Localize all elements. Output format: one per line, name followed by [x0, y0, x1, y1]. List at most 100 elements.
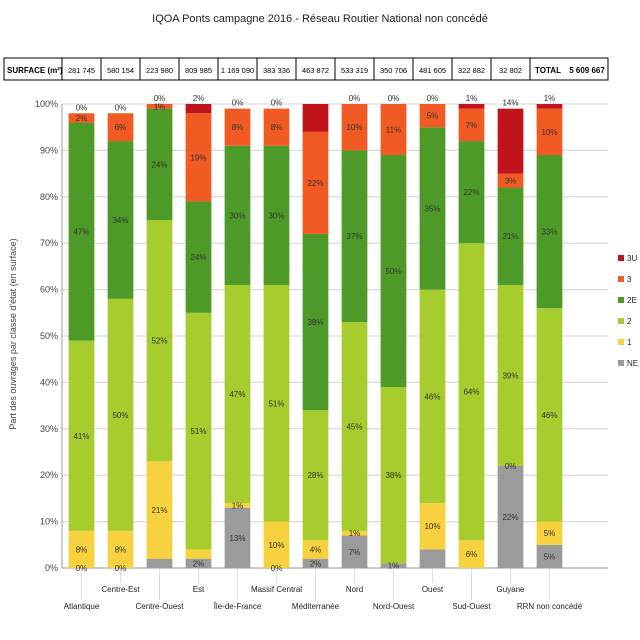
segment-value-label: 0% [505, 462, 517, 471]
segment-value-label: 28% [307, 471, 323, 480]
segment-value-label: 1% [232, 501, 244, 510]
bar-segment-3 [497, 173, 524, 188]
segment-value-label: 8% [76, 545, 88, 554]
segment-value-label: 10% [541, 128, 557, 137]
bar-segment-ne [341, 535, 368, 568]
segment-value-label: 8% [232, 123, 244, 132]
bar-segment-2 [536, 308, 563, 522]
bar-segment-2 [185, 312, 212, 550]
bar-segment-2 [224, 284, 251, 504]
bar-segment-ne [185, 558, 212, 568]
segment-value-label: 47% [229, 390, 245, 399]
bar-segment-3 [68, 113, 95, 123]
legend-swatch [618, 276, 624, 282]
bar-segment-1 [107, 530, 134, 568]
bar-segment-3 [380, 104, 407, 156]
bar-segment-ne [146, 558, 173, 568]
segment-value-label: 4% [310, 545, 322, 554]
bar-segment-3 [341, 104, 368, 151]
segment-value-label: 10% [424, 522, 440, 531]
bar-segment-2 [146, 220, 173, 462]
top-value-label: 0% [427, 94, 439, 103]
segment-value-label: 2% [76, 114, 88, 123]
segment-value-label: 33% [541, 228, 557, 237]
bar-segment-3 [419, 104, 446, 128]
x-axis-label: Sud-Ouest [452, 602, 491, 611]
segment-value-label: 10% [268, 541, 284, 550]
x-axis-label: Atlantique [64, 602, 100, 611]
segment-value-label: 3% [505, 177, 517, 186]
x-axis-label: Ouest [422, 585, 444, 594]
surface-value: 32 802 [499, 66, 522, 75]
bar-segment-1 [536, 521, 563, 545]
segment-value-label: 7% [466, 121, 478, 130]
bar-segment-2e [497, 187, 524, 285]
segment-value-label: 46% [424, 392, 440, 401]
segment-value-label: 2% [310, 559, 322, 568]
surface-value: 533 319 [341, 66, 368, 75]
segment-value-label: 47% [73, 228, 89, 237]
bar-segment-3 [107, 113, 134, 142]
bar-segment-3u [536, 104, 563, 109]
gridlines [61, 103, 608, 569]
y-tick-label: 70% [40, 238, 58, 248]
segment-value-label: 22% [463, 188, 479, 197]
top-value-label: 0% [76, 103, 88, 112]
bar-segment-1 [263, 521, 290, 568]
bar-segment-2e [302, 233, 329, 411]
bar-segment-2 [341, 322, 368, 531]
surface-value: 809 985 [185, 66, 212, 75]
x-axis-label: Nord [346, 585, 363, 594]
segment-value-label: 22% [307, 179, 323, 188]
segment-value-label: 19% [190, 153, 206, 162]
bar-segment-1 [146, 461, 173, 559]
y-tick-label: 40% [40, 377, 58, 387]
top-labels: 0% 0%0% 2%0% 0%0% 0% 0% 1%14%1% [76, 94, 556, 112]
bar-segment-3u [497, 108, 524, 174]
bar-segment-2e [536, 155, 563, 309]
segment-value-label: 1% [388, 562, 400, 571]
bar-segment-2 [419, 289, 446, 504]
top-value-label: 1% [544, 94, 556, 103]
segment-value-label: 5% [427, 112, 439, 121]
segment-value-label: 50% [112, 411, 128, 420]
surface-value: 481 605 [419, 66, 446, 75]
top-value-label: 0% [349, 94, 361, 103]
segment-value-label: 6% [115, 123, 127, 132]
y-tick-label: 90% [40, 145, 58, 155]
bar-segment-2 [263, 284, 290, 522]
top-value-label: 0% [271, 99, 283, 108]
x-axis-label: Massif Central [251, 585, 302, 594]
surface-value: 322 882 [458, 66, 485, 75]
bar-segment-2e [341, 150, 368, 323]
bar-segment-3 [185, 113, 212, 202]
segment-value-label: 5% [544, 529, 556, 538]
bar-segment-1 [341, 530, 368, 536]
surface-value: 281 745 [68, 66, 95, 75]
x-axis-label: Est [193, 585, 205, 594]
segment-value-label: 30% [268, 211, 284, 220]
segment-value-label: 21% [502, 232, 518, 241]
segment-value-label: 51% [268, 399, 284, 408]
segment-value-label: 5% [544, 552, 556, 561]
legend-label: 3 [627, 275, 632, 284]
x-axis-label: Méditerranée [292, 602, 340, 611]
bar-segment-2e [380, 155, 407, 388]
bar-segment-1 [185, 549, 212, 559]
segment-value-label: 24% [151, 160, 167, 169]
segment-value-label: 1% [154, 102, 166, 111]
legend-swatch [618, 360, 624, 366]
segment-value-label: 10% [346, 123, 362, 132]
top-value-label: 0% [154, 94, 166, 103]
legend-label: NE [627, 359, 638, 368]
bar-segment-1 [419, 503, 446, 550]
bar-segment-3 [224, 108, 251, 146]
y-axis-title: Part des ouvrages par classe d'état (en … [8, 238, 18, 429]
y-tick-label: 60% [40, 285, 58, 295]
legend: 3U 3 2E 2 1 NE [618, 254, 638, 368]
bar-segment-2 [302, 410, 329, 541]
segment-value-label: 38% [307, 318, 323, 327]
bar-segment-2 [458, 243, 485, 541]
